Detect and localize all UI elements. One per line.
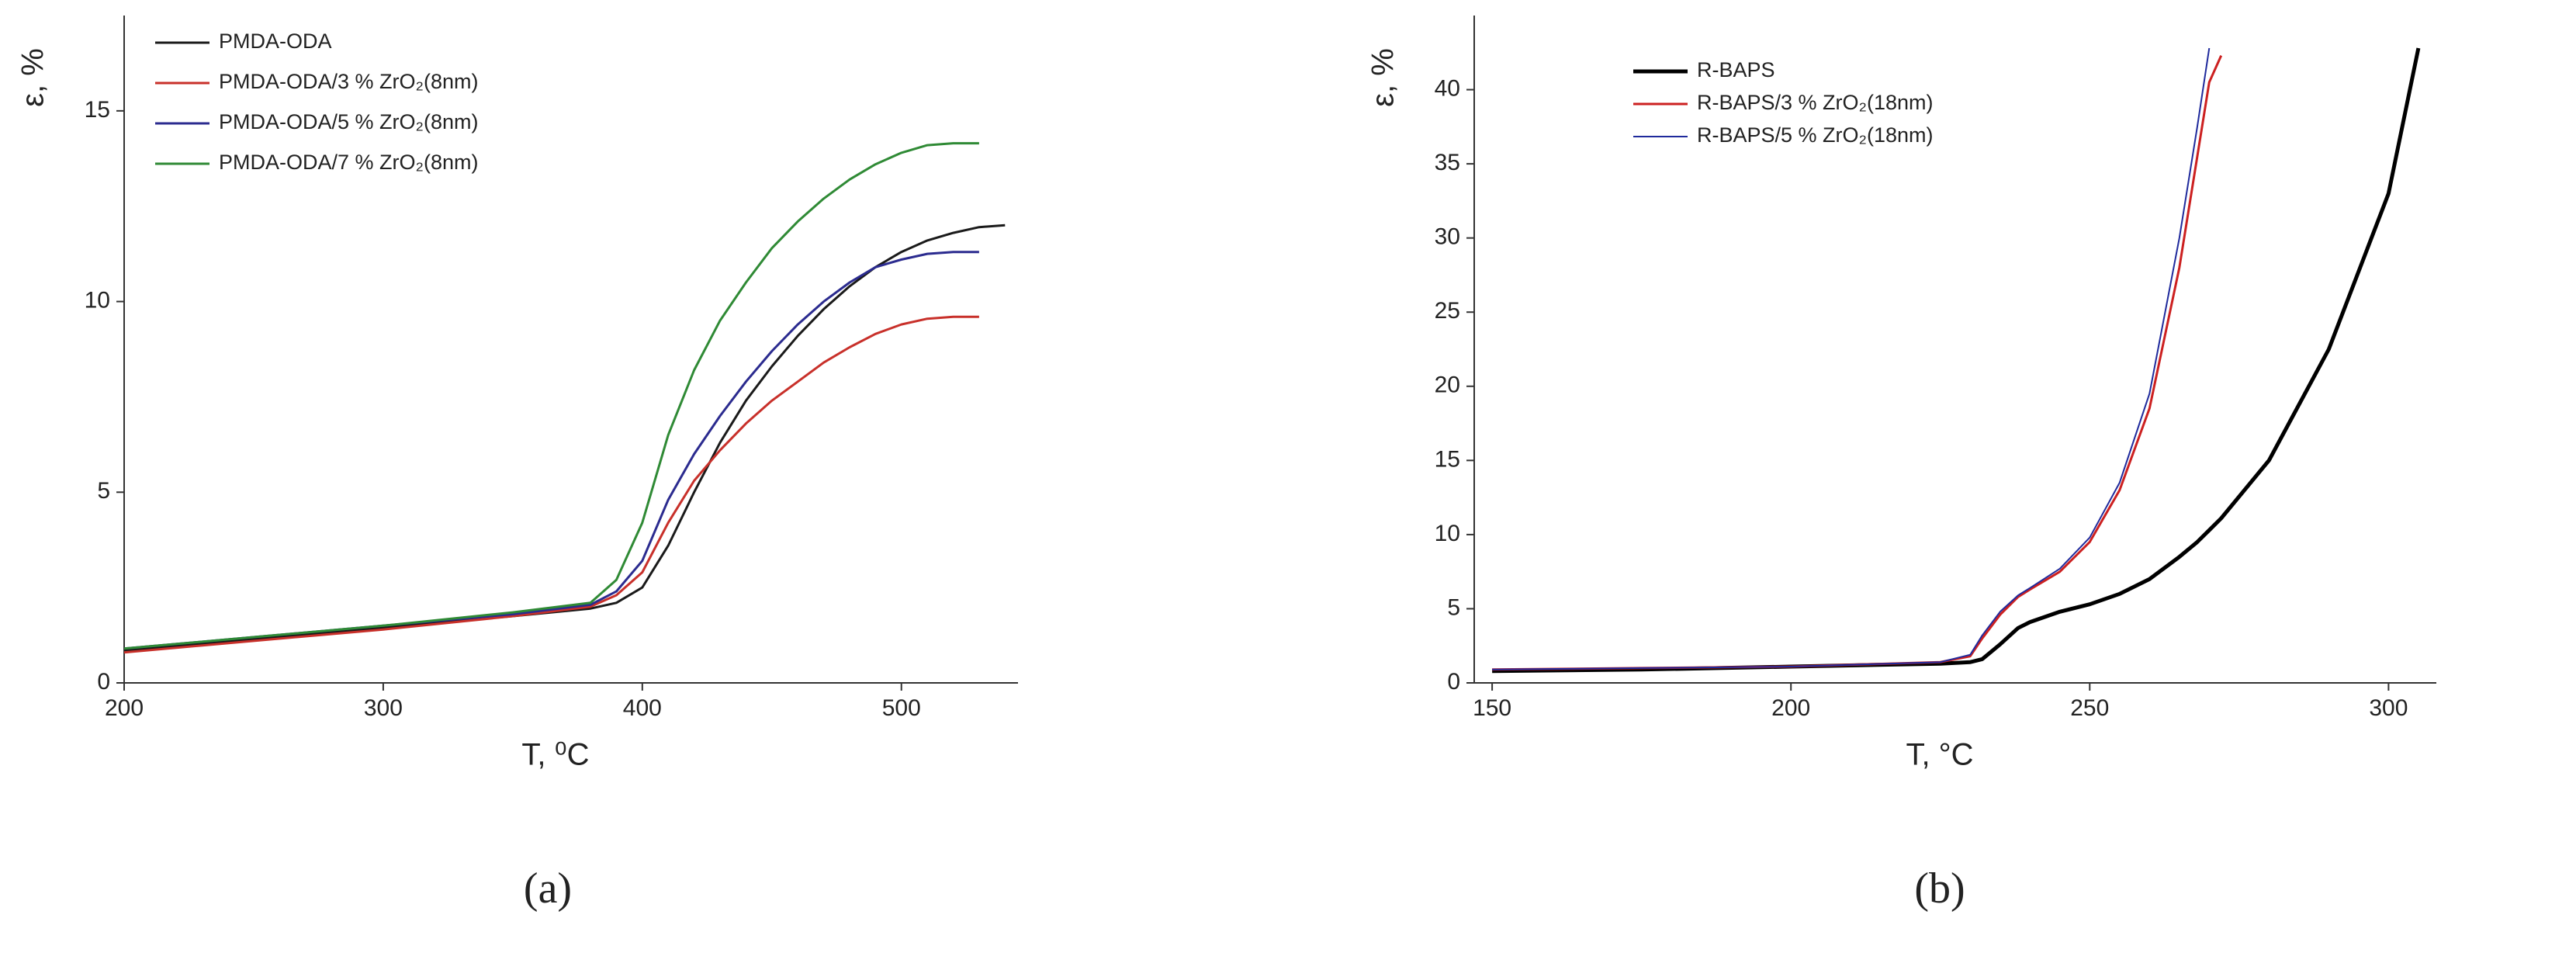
series-line [123, 142, 979, 650]
x-tick-label: 200 [105, 695, 144, 721]
series-line [123, 315, 979, 654]
y-tick-label: 15 [1435, 446, 1460, 472]
y-axis-title: ε, % [1366, 48, 1401, 107]
x-tick-label: 200 [1771, 695, 1810, 721]
y-tick-label: 0 [1447, 669, 1460, 695]
panel-label: (a) [524, 864, 572, 913]
y-tick-label: 0 [97, 669, 110, 695]
y-tick-label: 5 [97, 478, 110, 504]
legend-label: R-BAPS/3 % ZrO₂(18nm) [1697, 91, 1934, 114]
series-line [123, 223, 1006, 652]
x-tick-label: 400 [623, 695, 662, 721]
y-tick-label: 20 [1435, 372, 1460, 398]
x-tick-label: 250 [2070, 695, 2109, 721]
x-tick-label: 300 [364, 695, 403, 721]
x-axis-title: T, °C [1906, 738, 1973, 772]
x-axis-title: T, ⁰C [521, 738, 589, 772]
series-line [1492, 47, 2421, 674]
y-tick-label: 35 [1435, 150, 1460, 175]
y-tick-label: 10 [1435, 521, 1460, 546]
x-tick-label: 150 [1473, 695, 1511, 721]
panel-label: (b) [1914, 864, 1965, 913]
series-line [1492, 54, 2223, 671]
y-tick-label: 5 [1447, 594, 1460, 620]
series-line [123, 251, 979, 650]
legend-label: PMDA-ODA/3 % ZrO₂(8nm) [219, 70, 479, 93]
legend-label: R-BAPS/5 % ZrO₂(18nm) [1697, 123, 1934, 147]
legend-label: PMDA-ODA/7 % ZrO₂(8nm) [219, 151, 479, 174]
legend-label: PMDA-ODA [219, 29, 332, 53]
legend-label: R-BAPS [1697, 58, 1775, 81]
y-tick-label: 10 [85, 287, 110, 313]
y-tick-label: 30 [1435, 224, 1460, 250]
y-tick-label: 25 [1435, 298, 1460, 324]
series-line [1492, 47, 2211, 670]
y-tick-label: 15 [85, 97, 110, 123]
legend-label: PMDA-ODA/5 % ZrO₂(8nm) [219, 110, 479, 133]
x-tick-label: 500 [882, 695, 921, 721]
y-axis-title: ε, % [16, 48, 50, 107]
x-tick-label: 300 [2369, 695, 2408, 721]
y-tick-label: 40 [1435, 75, 1460, 101]
